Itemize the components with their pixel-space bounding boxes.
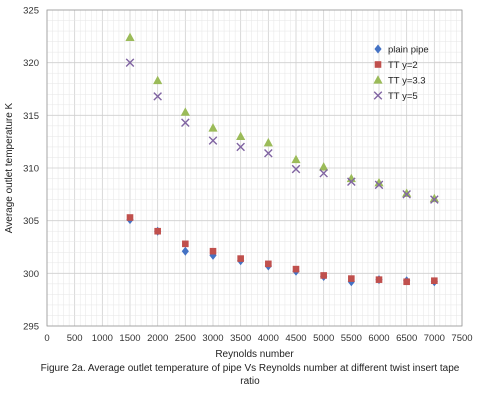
x-axis-title: Reynolds number: [215, 349, 294, 360]
legend-label-tt-y-5: TT y=5: [388, 91, 418, 102]
point-tt-y-3-3: [153, 75, 163, 85]
plot-frame: [46, 9, 463, 327]
y-tick-label: 325: [23, 6, 39, 17]
legend-label-tt-y-3-3: TT y=3.3: [388, 76, 426, 87]
y-axis-title: Average outlet temperature K: [4, 102, 15, 233]
axes: [46, 9, 463, 327]
point-tt-y-2: [375, 276, 383, 283]
point-tt-y-2: [209, 247, 217, 255]
point-tt-y-5: [402, 190, 411, 199]
point-tt-y-2: [320, 272, 327, 279]
point-tt-y-2: [237, 255, 244, 262]
point-tt-y-5: [125, 58, 135, 67]
y-tick-label: 295: [23, 322, 39, 333]
x-tick-label: 2000: [147, 333, 168, 344]
point-tt-y-5: [236, 142, 245, 152]
legend-marker-tt-y-2: [374, 61, 382, 68]
data-points: [125, 32, 439, 287]
x-tick-label: 3500: [230, 333, 251, 344]
x-tick-label: 2500: [175, 333, 196, 344]
point-tt-y-3-3: [319, 162, 329, 171]
grid: [46, 9, 463, 327]
point-tt-y-2: [431, 277, 438, 285]
point-tt-y-5: [181, 118, 190, 128]
point-tt-y-5: [347, 177, 356, 186]
point-tt-y-5: [374, 180, 384, 190]
x-tick-label: 7000: [424, 333, 445, 344]
point-tt-y-3-3: [236, 131, 246, 140]
point-tt-y-2: [348, 275, 355, 282]
point-tt-y-3-3: [208, 123, 218, 132]
x-tick-label: 4000: [258, 333, 279, 344]
y-tick-label: 300: [23, 269, 39, 280]
point-tt-y-5: [319, 168, 328, 178]
x-tick-label: 1500: [119, 333, 140, 344]
legend-label-plain-pipe: plain pipe: [388, 45, 429, 56]
point-tt-y-5: [430, 195, 439, 204]
legend: plain pipe TT y=2 TT y=3.3 TT y=5: [373, 44, 429, 102]
legend-marker-tt-y-5: [373, 91, 383, 100]
point-tt-y-2: [403, 278, 410, 286]
point-tt-y-2: [154, 227, 161, 235]
y-tick-label: 310: [23, 164, 39, 175]
point-tt-y-3-3: [374, 177, 384, 187]
point-tt-y-3-3: [263, 137, 273, 147]
point-tt-y-5: [291, 164, 301, 174]
x-tick-label: 3000: [202, 333, 223, 344]
y-tick-label: 305: [23, 216, 39, 227]
point-tt-y-3-3: [291, 154, 301, 164]
point-tt-y-5: [153, 92, 162, 101]
y-tick-label: 315: [23, 111, 39, 122]
figure-caption: Figure 2a. Average outlet temperature of…: [40, 363, 460, 387]
x-tick-label: 4500: [285, 333, 306, 344]
y-tick-label: 320: [23, 58, 39, 69]
point-tt-y-2: [126, 214, 134, 221]
point-tt-y-5: [264, 148, 273, 158]
legend-label-tt-y-2: TT y=2: [388, 60, 418, 71]
point-tt-y-3-3: [180, 107, 190, 116]
x-tick-label: 500: [67, 333, 83, 344]
legend-marker-plain-pipe: [374, 44, 382, 54]
point-tt-y-3-3: [402, 188, 412, 197]
x-tick-label: 5500: [341, 333, 362, 344]
legend-marker-tt-y-3-3: [373, 75, 383, 84]
point-tt-y-3-3: [125, 32, 135, 41]
x-tick-label: 5000: [313, 333, 334, 344]
point-tt-y-2: [292, 265, 300, 273]
point-tt-y-2: [265, 260, 272, 268]
chart: 0 500 1000 1500 2000 2500 3000 3500 4000 4500 5000…: [4, 6, 473, 361]
tick-labels: 0 500 1000 1500 2000 2500 3000 3500 4000 4500 5000…: [23, 6, 472, 345]
x-tick-label: 6500: [396, 333, 417, 344]
point-tt-y-2: [182, 240, 189, 248]
point-tt-y-3-3: [429, 193, 439, 203]
point-tt-y-5: [208, 136, 218, 145]
x-tick-label: 7500: [451, 333, 472, 344]
x-tick-label: 6000: [368, 333, 389, 344]
x-tick-label: 0: [44, 333, 49, 344]
x-tick-label: 1000: [92, 333, 113, 344]
point-plain-pipe: [181, 246, 189, 256]
